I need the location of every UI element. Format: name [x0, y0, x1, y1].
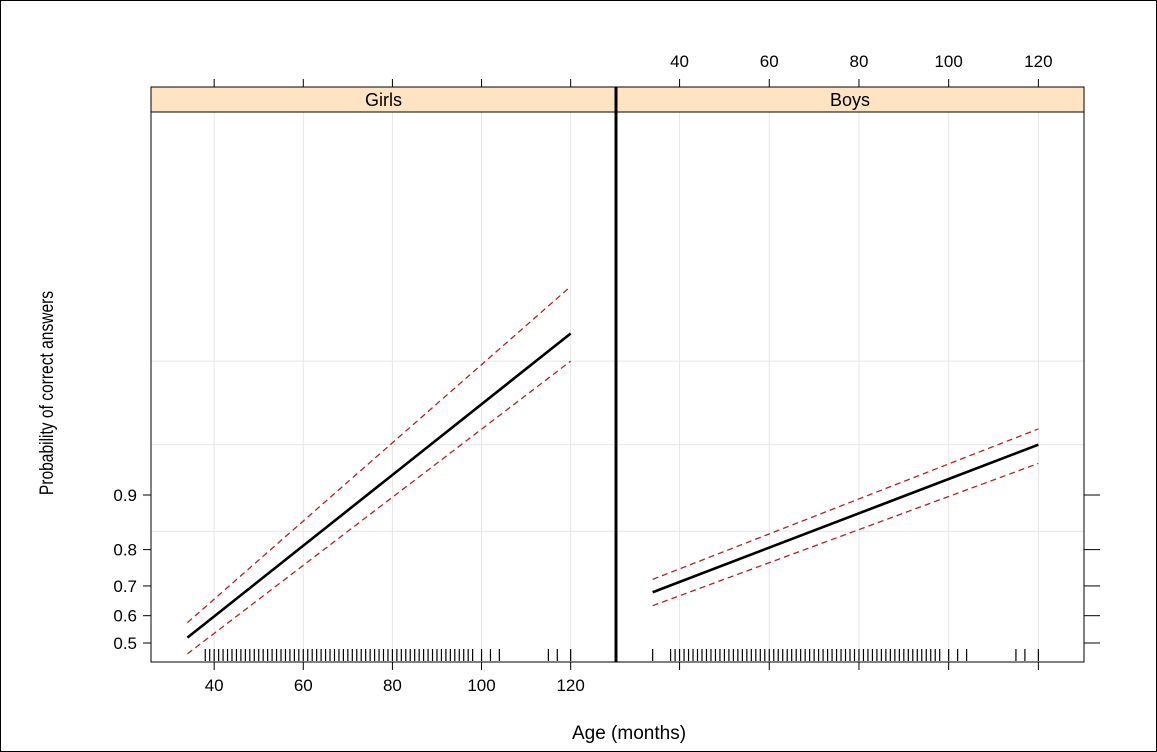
panel-frame: [150, 111, 617, 663]
y-axis-tick-label: 0.5: [113, 634, 137, 653]
x-axis-tick-label: 60: [294, 676, 313, 695]
panels-layer: Girls Boys: [150, 86, 1085, 663]
y-axis-tick-label: 0.6: [113, 607, 137, 626]
x-axis-tick-label: 120: [556, 676, 584, 695]
x-axis-tick-label: 40: [670, 52, 689, 71]
panel-strip-label: Girls: [365, 90, 402, 110]
data-layer: [186, 285, 1039, 661]
ci-upper-line: [186, 285, 572, 624]
ci-lower-line: [652, 462, 1039, 607]
panel-strip-label: Boys: [830, 90, 870, 110]
y-axis-title: Probability of correct answers: [36, 291, 58, 495]
ci-upper-line: [652, 428, 1039, 580]
x-axis-tick-label: 100: [467, 676, 495, 695]
ci-lower-line: [187, 360, 572, 655]
fit-line: [186, 332, 572, 639]
x-axis-tick-label: 100: [934, 52, 962, 71]
x-axis-tick-label: 80: [383, 676, 402, 695]
x-axis-tick-label: 120: [1024, 52, 1052, 71]
x-axis-tick-label: 60: [760, 52, 779, 71]
y-axis-tick-label: 0.8: [113, 541, 137, 560]
y-axis-tick-label: 0.9: [113, 486, 137, 505]
y-axis-tick-label: 0.7: [113, 577, 137, 596]
x-axis-tick-label: 80: [850, 52, 869, 71]
x-axis-tick-label: 40: [205, 676, 224, 695]
grid-layer: [151, 112, 1084, 662]
fit-line: [652, 443, 1039, 594]
axes-layer: 40 40 60 60 80 80 100 100 120 120 0.5 0.6 0.7 0.8 0.9: [113, 52, 1100, 695]
x-axis-title: Age (months): [572, 723, 686, 744]
